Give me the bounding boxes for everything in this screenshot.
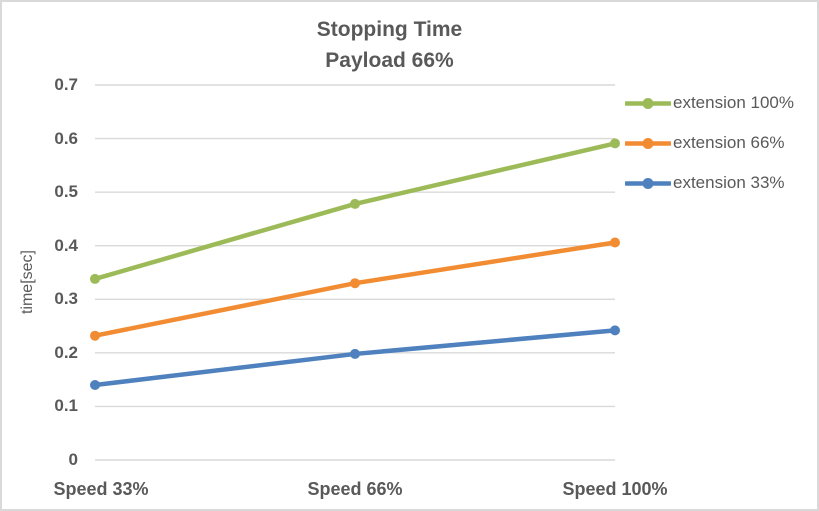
- data-point[interactable]: [90, 330, 100, 341]
- series-extension-33[interactable]: [90, 325, 620, 390]
- y-tick-label: 0: [68, 450, 78, 469]
- gridlines: [95, 84, 615, 461]
- legend-label: extension 66%: [673, 133, 785, 152]
- data-point[interactable]: [350, 278, 360, 289]
- legend-item-extension-33[interactable]: extension 33%: [625, 171, 794, 195]
- legend-item-extension-66[interactable]: extension 66%: [625, 131, 794, 155]
- series-extension-66[interactable]: [90, 237, 620, 341]
- series-line[interactable]: [92, 141, 618, 282]
- x-category-label: Speed 66%: [307, 479, 403, 499]
- y-tick-label: 0.4: [54, 235, 78, 255]
- series-extension-100[interactable]: [90, 138, 620, 284]
- legend-marker-icon: [625, 177, 671, 189]
- legend-label: extension 33%: [673, 173, 785, 192]
- x-category-label: Speed 33%: [53, 479, 149, 499]
- chart-title-line2: Payload 66%: [325, 49, 454, 72]
- data-point[interactable]: [610, 138, 620, 149]
- y-tick-label: 0.1: [54, 396, 78, 416]
- y-tick-label: 0.5: [54, 182, 78, 202]
- y-tick-label: 0.2: [54, 342, 78, 362]
- legend-marker-icon: [625, 137, 671, 149]
- data-point[interactable]: [350, 198, 360, 209]
- data-point[interactable]: [610, 237, 620, 248]
- data-point[interactable]: [610, 325, 620, 336]
- y-tick-label: 0.7: [54, 75, 78, 94]
- legend: extension 100% extension 66% extension 33%: [625, 91, 794, 211]
- y-tick-label: 0.6: [54, 128, 78, 148]
- chart-title-line1: Stopping Time: [316, 18, 463, 41]
- data-point[interactable]: [90, 273, 100, 284]
- data-point[interactable]: [350, 348, 360, 359]
- y-tick-label: 0.3: [54, 289, 78, 309]
- legend-label: extension 100%: [673, 93, 794, 112]
- x-category-label: Speed 100%: [562, 479, 668, 499]
- legend-item-extension-100[interactable]: extension 100%: [625, 91, 794, 115]
- legend-marker-icon: [625, 97, 671, 109]
- data-point[interactable]: [90, 380, 100, 390]
- chart-title: Stopping Time Payload 66%: [2, 14, 799, 76]
